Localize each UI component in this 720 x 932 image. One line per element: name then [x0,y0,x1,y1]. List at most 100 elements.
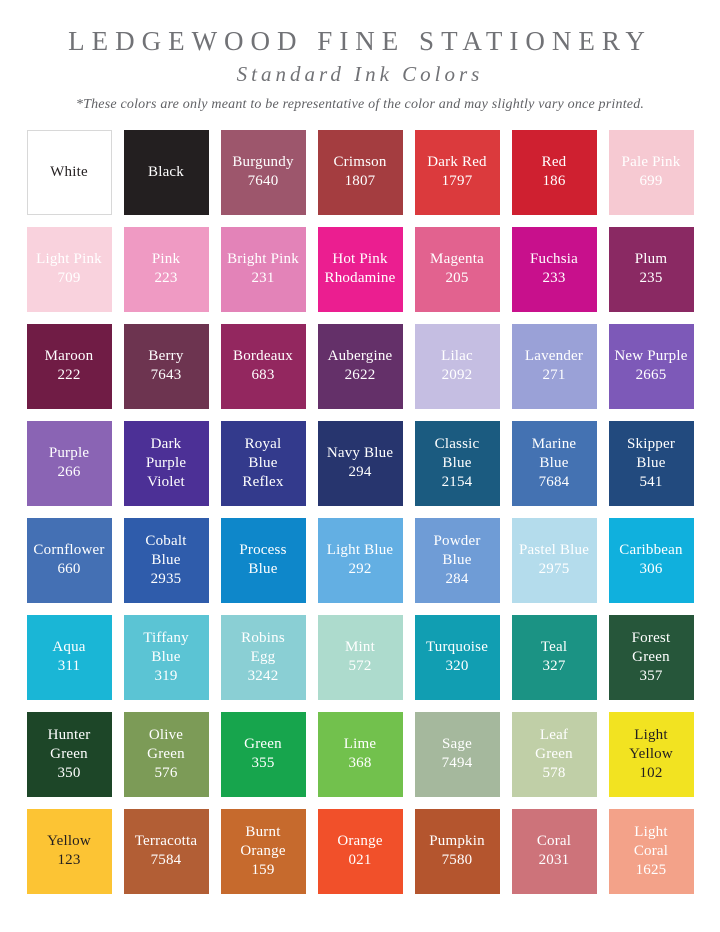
swatch-label: Teal 327 [540,639,568,675]
swatch-lavender-271: Lavender 271 [511,323,597,409]
swatch-maroon-222: Maroon 222 [26,323,112,409]
swatch-berry-7643: Berry 7643 [123,323,209,409]
swatch-label: Plum 235 [634,251,668,287]
swatch-label: Mint 572 [345,639,375,675]
swatch-light-blue-292: Light Blue 292 [317,517,403,603]
swatch-label: Burgundy 7640 [232,154,294,190]
swatch-mint-572: Mint 572 [317,614,403,700]
swatch-label: Dark Purple Violet [145,435,187,490]
swatch-grid: White Black Burgundy 7640 Crimson 1807 D… [26,129,694,894]
page-title: LEDGEWOOD FINE STATIONERY [68,26,652,56]
swatch-label: Coral 2031 [536,833,572,869]
swatch-cornflower-660: Cornflower 660 [26,517,112,603]
swatch-label: Pastel Blue 2975 [518,542,590,578]
swatch-plum-235: Plum 235 [608,226,694,312]
swatch-label: Navy Blue 294 [326,445,394,481]
swatch-burnt-orange-159: Burnt Orange 159 [220,808,306,894]
swatch-lilac-2092: Lilac 2092 [414,323,500,409]
swatch-light-coral-1625: Light Coral 1625 [608,808,694,894]
swatch-label: Green 355 [244,736,282,772]
swatch-label: Orange 021 [337,833,383,869]
swatch-label: Light Blue 292 [326,542,394,578]
swatch-process-blue: Process Blue [220,517,306,603]
swatch-label: Pumpkin 7580 [429,833,485,869]
swatch-terracotta-7584: Terracotta 7584 [123,808,209,894]
swatch-label: Turquoise 320 [425,639,489,675]
swatch-aubergine-2622: Aubergine 2622 [317,323,403,409]
swatch-label: Yellow 123 [47,833,91,869]
swatch-light-yellow-102: Light Yellow 102 [608,711,694,797]
swatch-burgundy-7640: Burgundy 7640 [220,129,306,215]
swatch-label: Pink 223 [151,251,181,287]
swatch-coral-2031: Coral 2031 [511,808,597,894]
swatch-label: Light Coral 1625 [633,823,669,878]
swatch-label: Marine Blue 7684 [531,435,577,490]
swatch-label: Bright Pink 231 [227,251,299,287]
swatch-royal-blue-reflex: Royal Blue Reflex [220,420,306,506]
swatch-label: Forest Green 357 [631,629,671,684]
swatch-yellow-123: Yellow 123 [26,808,112,894]
swatch-dark-red-1797: Dark Red 1797 [414,129,500,215]
swatch-label: Powder Blue 284 [433,532,481,587]
swatch-label: Magenta 205 [430,251,484,287]
swatch-label: Process Blue [239,542,287,578]
swatch-label: Robins Egg 3242 [241,629,285,684]
swatch-cobalt-blue-2935: Cobalt Blue 2935 [123,517,209,603]
swatch-label: Crimson 1807 [333,154,387,190]
swatch-label: Aubergine 2622 [327,348,393,384]
swatch-sage-7494: Sage 7494 [414,711,500,797]
swatch-pale-pink-699: Pale Pink 699 [608,129,694,215]
chart-header: LEDGEWOOD FINE STATIONERY Standard Ink C… [0,0,720,113]
swatch-skipper-blue-541: Skipper Blue 541 [608,420,694,506]
swatch-label: Bordeaux 683 [233,348,293,384]
swatch-bright-pink-231: Bright Pink 231 [220,226,306,312]
swatch-label: Cobalt Blue 2935 [145,532,187,587]
swatch-label: Lavender 271 [524,348,584,384]
swatch-classic-blue-2154: Classic Blue 2154 [414,420,500,506]
swatch-label: White [50,163,88,180]
page-subtitle: Standard Ink Colors [236,61,484,86]
swatch-label: Red 186 [541,154,567,190]
swatch-magenta-205: Magenta 205 [414,226,500,312]
swatch-label: Fuchsia 233 [529,251,579,287]
swatch-label: Maroon 222 [44,348,94,384]
swatch-navy-blue-294: Navy Blue 294 [317,420,403,506]
swatch-marine-blue-7684: Marine Blue 7684 [511,420,597,506]
swatch-powder-blue-284: Powder Blue 284 [414,517,500,603]
swatch-label: Skipper Blue 541 [626,435,676,490]
disclaimer-note: *These colors are only meant to be repre… [75,96,645,112]
swatch-bordeaux-683: Bordeaux 683 [220,323,306,409]
swatch-label: Tiffany Blue 319 [143,629,189,684]
swatch-hot-pink-rhodamine: Hot Pink Rhodamine [317,226,403,312]
swatch-pumpkin-7580: Pumpkin 7580 [414,808,500,894]
swatch-green-355: Green 355 [220,711,306,797]
swatch-crimson-1807: Crimson 1807 [317,129,403,215]
swatch-label: Berry 7643 [148,348,184,384]
swatch-label: Purple 266 [48,445,90,481]
swatch-label: Hot Pink Rhodamine [324,251,396,287]
swatch-olive-green-576: Olive Green 576 [123,711,209,797]
swatch-new-purple-2665: New Purple 2665 [608,323,694,409]
swatch-hunter-green-350: Hunter Green 350 [26,711,112,797]
swatch-label: Lime 368 [343,736,377,772]
swatch-label: Lilac 2092 [441,348,473,384]
swatch-robins-egg-3242: Robins Egg 3242 [220,614,306,700]
swatch-teal-327: Teal 327 [511,614,597,700]
swatch-label: Royal Blue Reflex [242,435,284,490]
swatch-lime-368: Lime 368 [317,711,403,797]
swatch-leaf-green-578: Leaf Green 578 [511,711,597,797]
swatch-label: Sage 7494 [441,736,473,772]
swatch-label: New Purple 2665 [614,348,688,384]
swatch-label: Leaf Green 578 [535,726,573,781]
swatch-forest-green-357: Forest Green 357 [608,614,694,700]
swatch-turquoise-320: Turquoise 320 [414,614,500,700]
swatch-caribbean-306: Caribbean 306 [608,517,694,603]
swatch-label: Black [148,163,184,180]
swatch-white: White [26,129,112,215]
swatch-orange-021: Orange 021 [317,808,403,894]
swatch-purple-266: Purple 266 [26,420,112,506]
swatch-label: Caribbean 306 [619,542,683,578]
swatch-aqua-311: Aqua 311 [26,614,112,700]
swatch-label: Hunter Green 350 [47,726,91,781]
